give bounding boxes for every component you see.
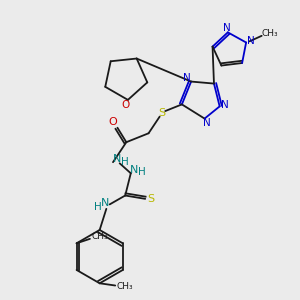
Text: N: N: [223, 23, 231, 33]
Text: H: H: [138, 167, 146, 177]
Text: CH₃: CH₃: [117, 282, 134, 291]
Text: N: N: [203, 118, 211, 128]
Text: CH₃: CH₃: [92, 232, 108, 241]
Text: N: N: [130, 165, 138, 175]
Text: H: H: [94, 202, 101, 212]
Text: N: N: [101, 198, 110, 208]
Text: H: H: [121, 157, 129, 167]
Text: N: N: [113, 154, 122, 164]
Text: S: S: [158, 108, 165, 118]
Text: N: N: [183, 73, 190, 83]
Text: N: N: [221, 100, 229, 110]
Text: O: O: [122, 100, 130, 110]
Text: O: O: [109, 117, 117, 127]
Text: CH₃: CH₃: [261, 29, 278, 38]
Text: N: N: [247, 36, 254, 46]
Text: S: S: [147, 194, 154, 204]
